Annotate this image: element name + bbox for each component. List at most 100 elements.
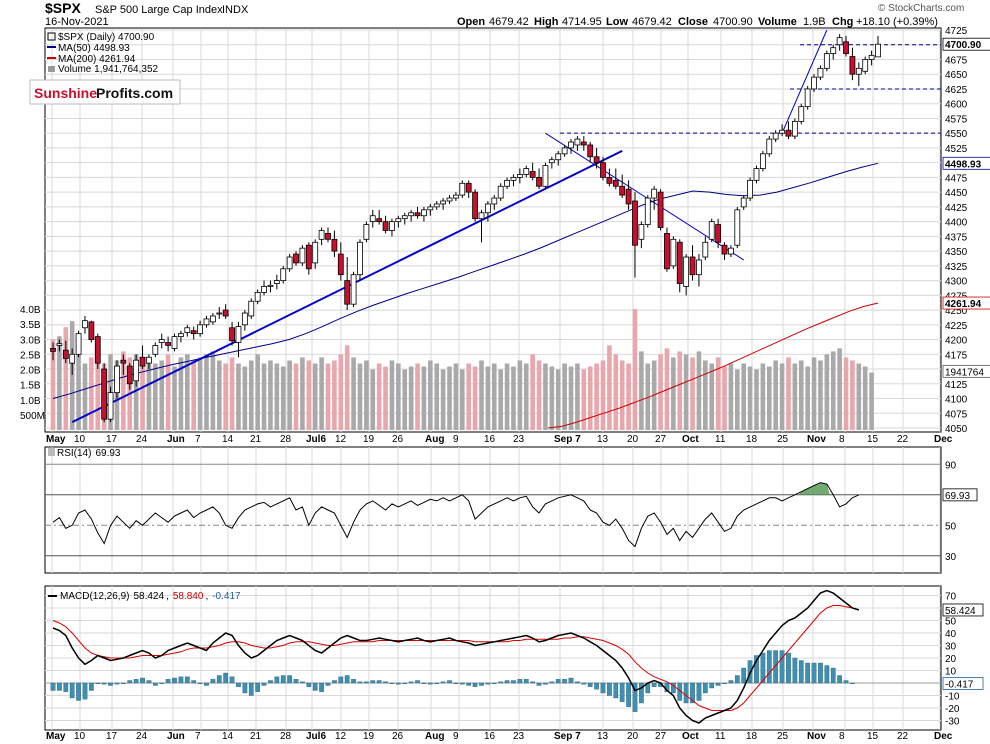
candle-body [165, 342, 172, 346]
volume-bar [319, 357, 324, 430]
candle-body [350, 274, 357, 305]
price-tick-label: 4425 [945, 203, 968, 214]
volume-bar [568, 366, 574, 430]
date-tick-label: 27 [655, 731, 667, 742]
price-tick-label: 4175 [945, 350, 968, 361]
volume-bar [197, 357, 203, 430]
macd-hist-bar [587, 682, 593, 687]
date-tick-label: Oct [682, 434, 699, 445]
volume-tick-label: 2.0B [20, 366, 41, 377]
sunshine-profits-logo: Sunshine Profits.com [29, 79, 181, 105]
volume-bar [396, 363, 401, 430]
candles [50, 34, 881, 423]
volume-tick-label: 3.5B [20, 320, 41, 331]
candle-body [126, 365, 133, 385]
candle-body [817, 67, 824, 78]
volume-bar [402, 369, 408, 430]
candle-body [395, 218, 402, 223]
candle-body [318, 230, 325, 240]
macd-plot [45, 589, 941, 724]
macd-hist-bar [511, 680, 516, 684]
volume-bar [255, 354, 260, 430]
price-tick-label: 4675 [945, 55, 968, 66]
date-tick-label: 20 [627, 434, 639, 445]
date-tick-label: 7 [195, 434, 201, 445]
candle-body [465, 182, 472, 193]
volume-tick-label: 2.5B [20, 350, 41, 361]
volume-tick-label: 1.0B [20, 396, 41, 407]
date-tick-label: 17 [106, 731, 118, 742]
candle-body [331, 238, 338, 252]
ma50-tag [942, 156, 990, 170]
macd-hist-bar [485, 682, 491, 685]
candle-body [843, 41, 849, 54]
price-tick-label: 4200 [945, 336, 968, 347]
candle-body [472, 191, 478, 220]
volume-bar [293, 363, 299, 430]
price-tick-label: 4400 [945, 218, 968, 229]
macd-hist-bar [108, 682, 113, 686]
candle-body [101, 368, 108, 420]
candle-body [734, 209, 741, 246]
rsi-panel [44, 446, 942, 574]
candle-body [593, 156, 600, 164]
date-tick-label: Jul6 [306, 731, 326, 742]
date-tick-label: Dec [934, 434, 953, 445]
macd-hist-bar [152, 682, 158, 686]
close-tag [942, 37, 990, 51]
price-tick-label: 4375 [945, 232, 968, 243]
volume-bar [280, 366, 286, 430]
legend-price: $SPX (Daily) 4700.90 [58, 32, 155, 43]
candle-body [632, 200, 638, 246]
price-tick-label: 4125 [945, 380, 968, 391]
candle-body [241, 312, 248, 326]
macd-hist-bar [607, 682, 612, 696]
macd-hist-bar [805, 662, 811, 684]
candle-body [587, 144, 594, 158]
volume-bar [536, 360, 542, 430]
candle-body [804, 88, 811, 108]
volume-bar [121, 351, 126, 430]
volume-bar [805, 366, 810, 430]
macd-hist-bar [722, 682, 727, 684]
date-tick-label: 13 [597, 731, 609, 742]
macd-hist-bar [754, 655, 759, 684]
macd-hist-bar [543, 682, 548, 685]
macd-tick-label: -10 [945, 692, 960, 703]
macd-hist-bar [236, 682, 241, 687]
candle-body [606, 177, 613, 184]
macd-hist-bar [197, 682, 203, 684]
date-tick-label: 26 [392, 434, 404, 445]
candle-body [510, 177, 517, 181]
volume-bar [671, 357, 676, 430]
macd-hist-bar [319, 682, 324, 692]
macd-hist-bar [536, 682, 542, 686]
candle-body [785, 129, 792, 137]
macd-hist-bar [248, 682, 254, 696]
volume-bar [741, 363, 746, 430]
volume-bar [210, 351, 216, 430]
volume-bar [338, 354, 344, 430]
date-tick-label: 10 [74, 731, 86, 742]
candle-body [446, 197, 453, 202]
symbol: $SPX [45, 0, 81, 16]
macd-hist-bar [459, 682, 465, 685]
price-tick-label: 4350 [945, 247, 968, 258]
volume-bar [683, 354, 689, 430]
date-tick-label: Jul6 [306, 434, 326, 445]
volume-bar [178, 357, 184, 430]
candle-body [337, 253, 344, 276]
volume-bar [645, 363, 651, 430]
macd-hist-bar [57, 682, 62, 691]
volume-bar [613, 354, 619, 430]
candle-body [427, 206, 434, 211]
volume-bar [747, 366, 753, 430]
macd-hist-bar [415, 680, 420, 684]
macd-hist-bar [127, 680, 133, 684]
volume-bar [364, 360, 369, 430]
candle-body [504, 179, 510, 187]
macd-hist-bar [223, 672, 229, 684]
date-tick-label: 18 [746, 434, 758, 445]
candle-body [325, 233, 331, 240]
date-tick-label: 21 [250, 434, 262, 445]
